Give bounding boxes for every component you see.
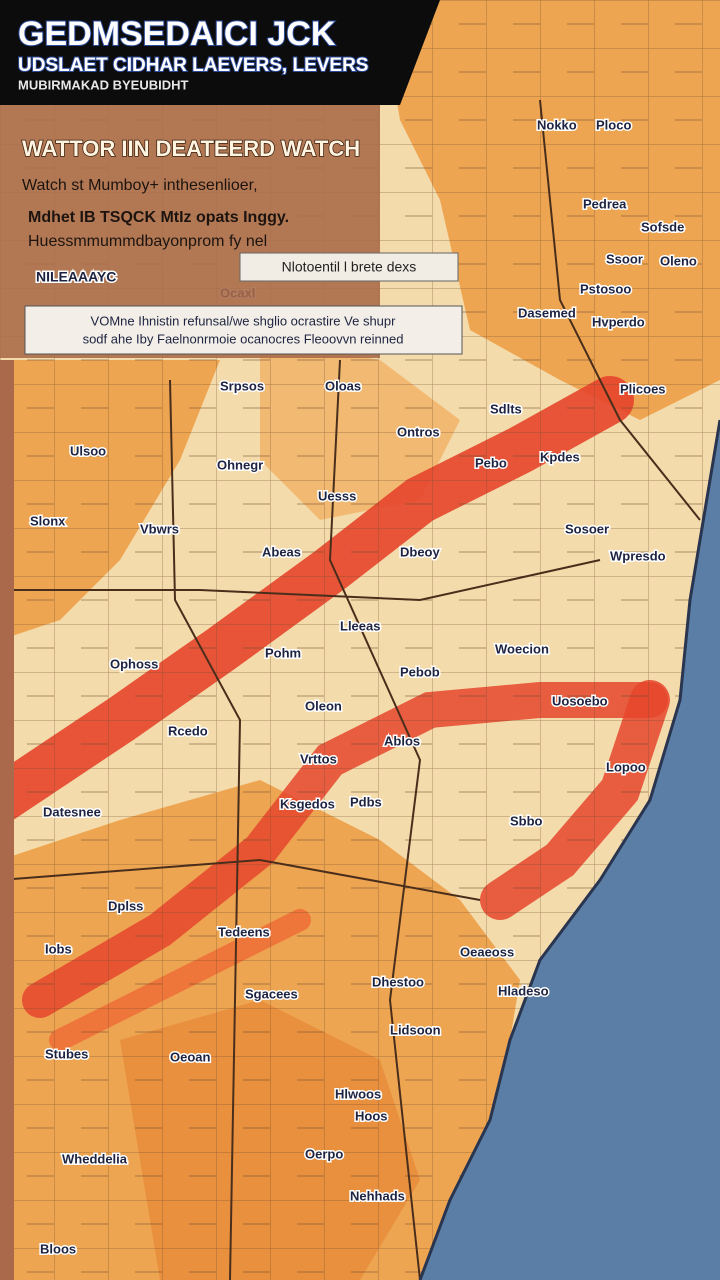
city-label: Sgacees xyxy=(245,986,298,1001)
city-label: Hlwoos xyxy=(335,1086,381,1101)
city-label: Pstosoo xyxy=(580,281,631,296)
city-label: Bloos xyxy=(40,1241,76,1256)
city-label: Ssoor xyxy=(606,251,643,266)
city-label: Dbeoy xyxy=(400,544,441,559)
city-label: Uosoebo xyxy=(552,693,608,708)
city-label: Ontros xyxy=(397,424,440,439)
city-label: Hladeso xyxy=(498,983,549,998)
alert-line: VOMne Ihnistin refunsal/we shglio ocrast… xyxy=(91,313,397,328)
city-label: Oeoan xyxy=(170,1049,211,1064)
panel-line: Mdhet IB TSQCK MtIz opats Inggy. xyxy=(28,209,289,226)
city-label: Woecion xyxy=(495,641,549,656)
city-label: Kpdes xyxy=(540,449,580,464)
city-label: Pebob xyxy=(400,664,440,679)
header-bar xyxy=(0,0,440,105)
city-label: Srpsos xyxy=(220,378,264,393)
city-label: Oleon xyxy=(305,698,342,713)
city-label: Stubes xyxy=(45,1046,88,1061)
city-label: Uesss xyxy=(318,488,356,503)
city-label: Ploco xyxy=(596,117,631,132)
header-title: GEDMSEDAICI JCK xyxy=(18,15,336,53)
city-label: Pebo xyxy=(475,455,507,470)
city-label: Nehhads xyxy=(350,1188,405,1203)
panel-heading: WATTOR IIN DEATEERD WATCH xyxy=(22,136,360,161)
notice-text: Nlotoentil l brete dexs xyxy=(282,259,417,275)
city-label: Dplss xyxy=(108,898,143,913)
city-label: Dhestoo xyxy=(372,974,424,989)
city-label: Tedeens xyxy=(218,924,270,939)
panel-tag: NILEAAAYC xyxy=(36,269,116,285)
city-label: Pohm xyxy=(265,645,301,660)
city-label: Sdlts xyxy=(490,401,522,416)
city-label: Sofsde xyxy=(641,219,684,234)
city-label: Oerpo xyxy=(305,1146,343,1161)
city-label: Hvperdo xyxy=(592,314,645,329)
city-label: Iobs xyxy=(45,941,72,956)
header-tagline: MUBIRMAKAD BYEUBIDHT xyxy=(18,77,188,92)
city-label: Abeas xyxy=(262,544,301,559)
panel-line: Huessmmummdbayonprom fy nel xyxy=(28,233,267,250)
city-label: Wheddelia xyxy=(62,1151,128,1166)
city-label: Oloas xyxy=(325,378,361,393)
city-label: Ophoss xyxy=(110,656,158,671)
city-label: Ablos xyxy=(384,733,420,748)
city-labels: Nokko Ploco Pedrea Sofsde Ssoor Oleno Pstosoo O… xyxy=(29,116,699,1258)
city-label: Dasemed xyxy=(518,305,576,320)
city-label: Wpresdo xyxy=(610,548,666,563)
city-label: Rcedo xyxy=(168,723,208,738)
city-label: Pedrea xyxy=(583,196,627,211)
city-label: Plicoes xyxy=(620,381,666,396)
coastline xyxy=(418,419,720,1280)
city-label: Slonx xyxy=(30,513,66,528)
city-label: Ohnegr xyxy=(217,457,263,472)
city-label: Sosoer xyxy=(565,521,609,536)
city-label: Oleno xyxy=(660,253,697,268)
city-label: Vbwrs xyxy=(140,521,179,536)
city-label: Oeaeoss xyxy=(460,944,514,959)
city-label: Vrttos xyxy=(300,751,337,766)
notice-box xyxy=(239,252,459,282)
alert-line: sodf ahe Iby Faelnonrmoie ocanocres Fleo… xyxy=(83,331,404,346)
city-label: Ksgedos xyxy=(280,796,335,811)
city-label: Hoos xyxy=(355,1108,388,1123)
city-label: Pdbs xyxy=(350,794,382,809)
city-label: Lopoo xyxy=(606,759,646,774)
left-border xyxy=(0,360,14,1280)
city-label: Nokko xyxy=(537,117,577,132)
panel-line: Watch st Mumboy+ inthesenlioer, xyxy=(22,177,258,194)
city-label: Lleeas xyxy=(340,618,380,633)
header-subtitle: UDSLAET CIDHAR LAEVERS, LEVERS xyxy=(18,55,368,76)
city-label: Sbbo xyxy=(510,813,543,828)
city-label: Ulsoo xyxy=(70,443,106,458)
city-label: Lidsoon xyxy=(390,1022,441,1037)
alert-box xyxy=(24,305,463,355)
city-label: Datesnee xyxy=(43,804,101,819)
